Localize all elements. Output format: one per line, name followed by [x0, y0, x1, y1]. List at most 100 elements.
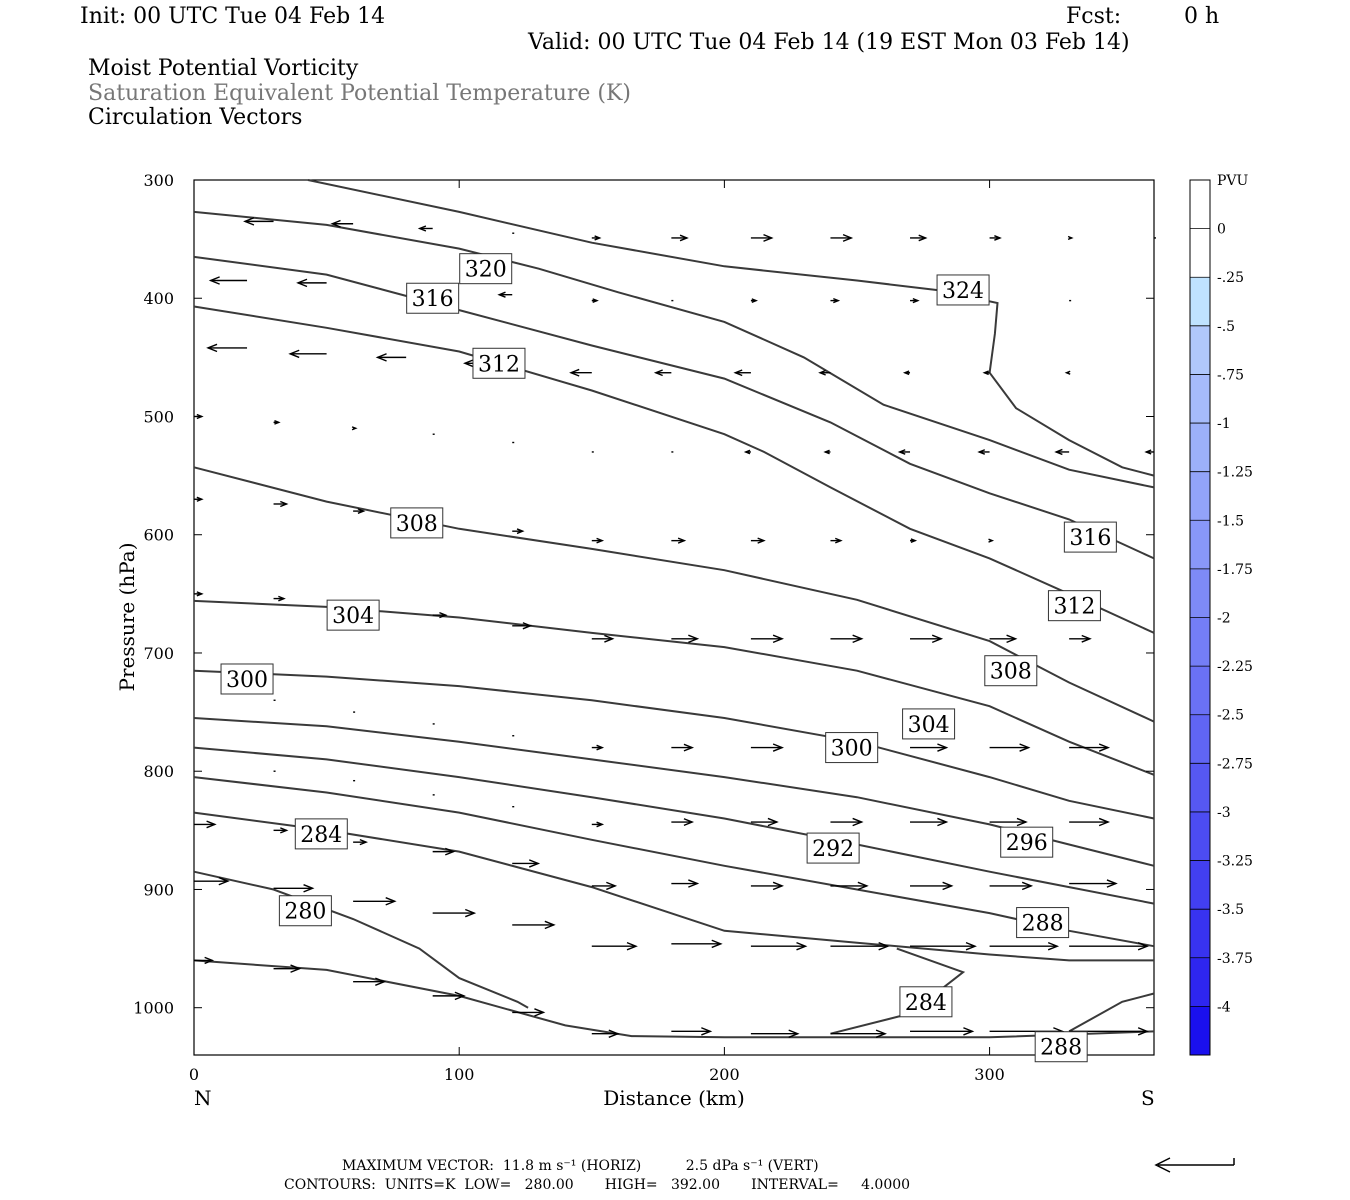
y-tick-label: 900 [143, 880, 174, 899]
svg-text:284: 284 [300, 823, 342, 848]
circulation-vector [194, 820, 217, 829]
circulation-vector [1064, 370, 1071, 375]
svg-text:308: 308 [396, 512, 438, 537]
circulation-vector [512, 622, 533, 630]
colorbar-label: -2.25 [1217, 659, 1253, 675]
colorbar-swatch [1190, 811, 1210, 862]
contour-line-280 [193, 870, 529, 1009]
circulation-vector [830, 1029, 887, 1038]
circulation-vector [671, 537, 687, 544]
circulation-vector [512, 859, 541, 868]
x-tick-label: 100 [444, 1065, 475, 1084]
y-tick-label: 1000 [133, 999, 174, 1018]
svg-text:304: 304 [332, 604, 374, 629]
circulation-vector [591, 537, 605, 544]
svg-text:288: 288 [1040, 1036, 1082, 1061]
colorbar-label: -3.75 [1217, 951, 1253, 967]
circulation-vector [591, 821, 605, 828]
y-axis-label: Pressure (hPa) [115, 543, 139, 692]
circulation-vector [910, 634, 944, 644]
colorbar-label: -.75 [1217, 367, 1244, 383]
circulation-vector [194, 496, 204, 502]
circulation-vector [982, 370, 990, 376]
contour-label: 292 [806, 832, 860, 864]
circulation-vector [910, 234, 928, 242]
circulation-vector [273, 964, 302, 973]
contour-label: 284 [294, 818, 348, 850]
colorbar-label: -2 [1217, 611, 1231, 627]
circulation-vector [989, 941, 1060, 951]
colorbar-label: -3.5 [1217, 902, 1244, 918]
contour-label: 284 [899, 986, 953, 1018]
circulation-vector [194, 876, 230, 886]
colorbar-swatch [1190, 666, 1210, 716]
circulation-vector [743, 449, 751, 455]
circulation-vector [206, 343, 248, 353]
x-tick-label: 0 [189, 1065, 199, 1084]
colorbar-swatch [1190, 763, 1210, 813]
svg-text:296: 296 [1006, 831, 1048, 856]
circulation-vector [750, 537, 766, 544]
circulation-vector [750, 298, 758, 303]
circulation-vector [591, 881, 618, 891]
colorbar-label: 0 [1217, 222, 1226, 238]
colorbar-label: -2.75 [1217, 756, 1253, 772]
circulation-vector [750, 234, 774, 242]
circulation-vector [830, 634, 864, 644]
circulation-vector [330, 219, 354, 228]
colorbar-label: -.5 [1217, 319, 1235, 335]
contour-label: 312 [1047, 590, 1101, 622]
contour-label: 296 [1000, 826, 1054, 858]
svg-text:288: 288 [1022, 912, 1064, 937]
contour-label: 304 [326, 599, 380, 631]
contour-label: 300 [825, 732, 879, 764]
circulation-vector [512, 1008, 546, 1017]
field-title-thetae: Saturation Equivalent Potential Temperat… [88, 81, 631, 106]
contour-label: 316 [406, 282, 460, 314]
circulation-vector [1069, 817, 1111, 827]
circulation-vector [910, 817, 949, 827]
circulation-vector [353, 839, 369, 846]
north-end-label: N [194, 1086, 212, 1110]
circulation-vector [750, 817, 779, 827]
circulation-vector [208, 276, 248, 285]
circulation-vector [830, 941, 890, 951]
circulation-vector [830, 537, 843, 544]
colorbar-swatch [1190, 617, 1210, 667]
circulation-vector [989, 743, 1031, 752]
circulation-vector [1054, 448, 1070, 456]
circulation-vector [512, 528, 525, 535]
circulation-vector [818, 369, 831, 376]
colorbar-swatch [1190, 180, 1210, 230]
y-tick-label: 500 [143, 407, 174, 426]
colorbar-swatch [1190, 860, 1210, 910]
colorbar-swatch [1190, 714, 1210, 764]
circulation-vector [1069, 941, 1150, 951]
circulation-vector [988, 538, 995, 543]
colorbar-swatch [1190, 374, 1210, 424]
circulation-vector [432, 847, 456, 856]
circulation-vector [750, 634, 784, 644]
colorbar-swatch [1190, 520, 1210, 570]
colorbar-swatch [1190, 471, 1210, 521]
contour-line-308 [193, 466, 1155, 723]
circulation-vector [823, 449, 831, 455]
svg-text:308: 308 [990, 660, 1032, 685]
circulation-vector [569, 368, 592, 377]
circulation-vector [351, 426, 358, 431]
circulation-vector [830, 881, 869, 891]
y-tick-label: 600 [143, 526, 174, 545]
circulation-vector [733, 369, 751, 377]
circulation-vector [671, 939, 723, 949]
circulation-vector [296, 278, 327, 288]
reference-vector-icon [1154, 1157, 1235, 1173]
circulation-vector [243, 217, 274, 226]
contour-label: 320 [459, 253, 513, 285]
colorbar-swatch [1190, 325, 1210, 375]
circulation-vector [273, 500, 289, 508]
circulation-vector [1069, 634, 1092, 643]
y-tick-label: 300 [143, 171, 174, 190]
circulation-vector [910, 297, 920, 304]
contour-line-280 [193, 959, 1155, 1039]
